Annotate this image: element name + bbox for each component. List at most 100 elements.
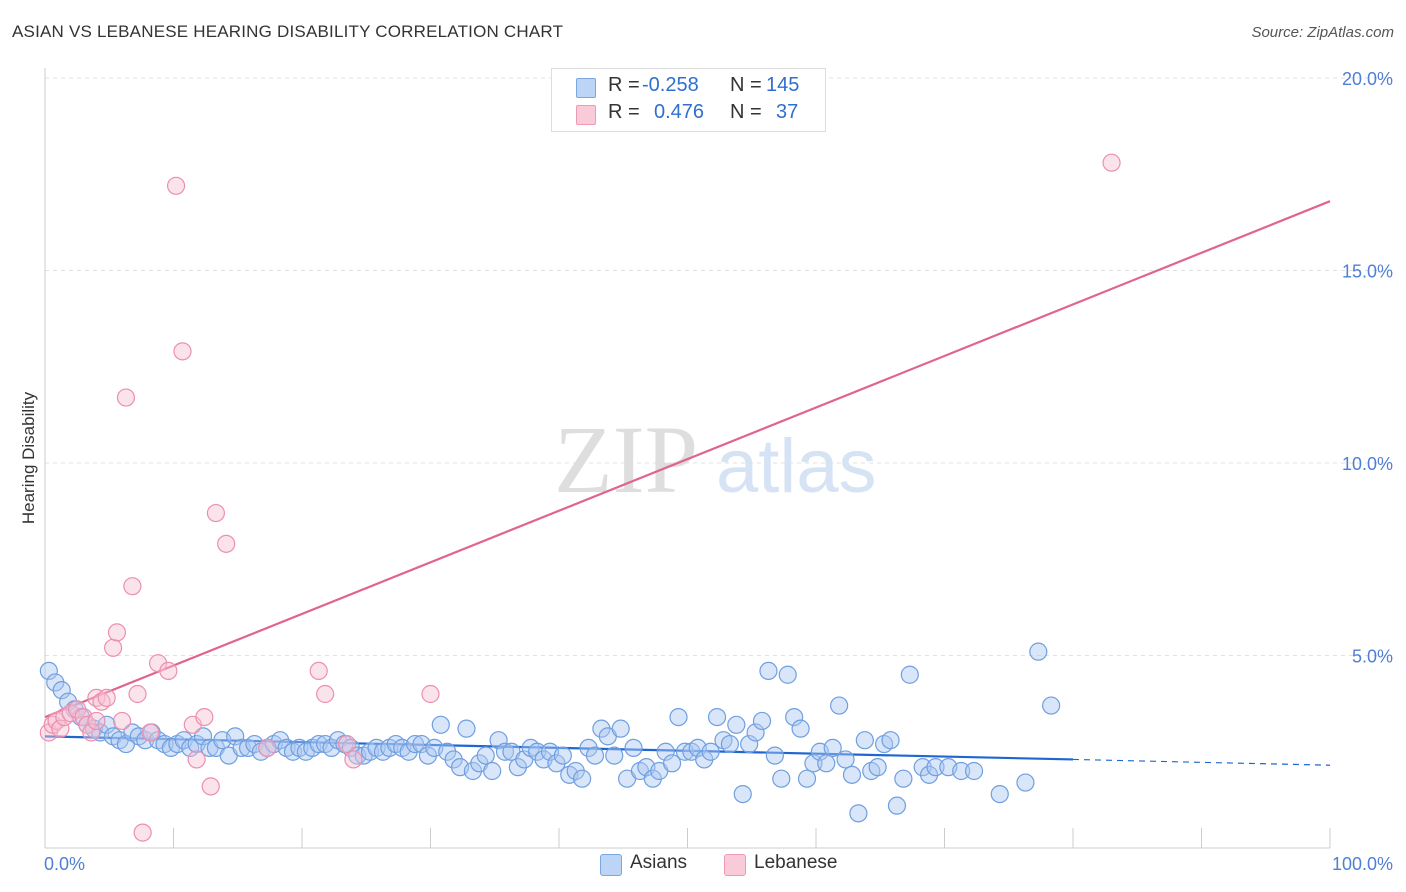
asian-point [881,731,900,750]
asian-point [964,761,984,781]
lebanese-point [133,823,152,842]
asian-point [765,746,784,765]
asian-point [791,719,810,738]
asian-point [483,761,502,781]
correlation-legend: R = -0.258 N = 145 R = 0.476 N = 37 [551,68,826,132]
asian-point [778,665,797,684]
asian-point [772,769,791,788]
y-axis-label: Hearing Disability [19,391,38,524]
asian-point [457,719,476,738]
asian-point [727,715,746,734]
asian-point [656,742,675,761]
lebanese-trend-line [44,200,1331,719]
lebanese-legend-swatch [724,854,746,876]
lebanese-legend-label: Lebanese [754,852,838,873]
source-credit: Source: ZipAtlas.com [1251,24,1394,41]
legend-r-label: R = [608,74,640,96]
asian-legend-label: Asians [630,852,688,873]
asian-point [431,715,450,734]
asian-point [701,742,720,761]
asian-point [823,738,842,758]
x-tick-label-min: 0.0% [44,854,85,874]
asian-point [405,734,425,754]
lebanese-point [141,723,160,742]
lebanese-point [1102,153,1121,172]
asian-point [746,723,765,742]
asian-point [740,734,759,754]
lebanese-point [421,684,440,704]
asian-point [489,731,508,750]
watermark-zip: ZIP [554,406,698,513]
chart-title: ASIAN VS LEBANESE HEARING DISABILITY COR… [12,22,564,41]
lebanese-point [316,684,335,704]
asian-point [52,681,71,700]
axes [44,68,1331,849]
legend-r-value: -0.258 [642,74,699,96]
asian-point [611,719,630,738]
asian-legend-swatch [600,854,622,876]
legend-n-value: 145 [766,74,800,96]
asian-point [624,738,643,758]
asian-point [662,754,682,773]
lebanese-point [104,638,123,657]
legend-n-label: N = [730,74,762,96]
asian-point [585,746,605,765]
y-tick-label: 5.0% [1352,647,1393,667]
asian-point [868,758,887,777]
asian-point [193,727,213,746]
watermark-atlas: atlas [716,424,877,509]
asian-trend-extension [1072,758,1331,766]
lebanese-points [39,153,1121,842]
legend-r-label: R = [608,101,640,123]
asian-point [39,661,58,681]
legend-n-label: N = [730,101,762,123]
asian-point [900,665,919,684]
asian-point [720,734,740,754]
asian-point [926,758,945,777]
y-tick-label: 15.0% [1342,262,1393,282]
watermark: ZIP atlas [554,406,877,513]
asian-point [830,696,849,715]
asian-point [1016,773,1035,792]
asian-point [887,796,907,815]
asian-point [605,746,624,765]
lebanese-point [123,577,142,596]
lebanese-point [148,654,168,673]
asian-point [752,711,772,731]
asian-point [804,754,823,773]
x-tick-label-max: 100.0% [1332,854,1393,874]
lebanese-point [258,738,277,758]
asian-point [952,761,971,781]
asian-swatch [576,78,596,98]
lebanese-point [112,711,132,731]
lebanese-point [337,734,357,754]
asian-point [894,769,913,788]
axis-labels: 5.0% 10.0% 15.0% 20.0% 0.0% 100.0% Hearing Dis… [19,69,1393,874]
lebanese-point [166,176,186,195]
asian-point [476,746,495,765]
lebanese-point [97,688,116,707]
y-tick-label: 10.0% [1342,454,1393,474]
asian-point [785,707,804,727]
lebanese-point [128,684,147,704]
asian-point [495,742,515,761]
lebanese-swatch [576,105,596,125]
asian-point [855,731,874,750]
lebanese-point [187,750,206,769]
lebanese-point [309,661,328,681]
asian-point [797,769,817,788]
lebanese-point [201,777,220,796]
asian-point [226,727,245,746]
lebanese-point [107,623,127,642]
lebanese-point [217,534,236,553]
asian-points [39,642,1061,823]
asian-point [1042,696,1061,715]
asian-point [553,746,572,765]
asian-point [1029,642,1048,661]
asian-point [669,707,688,727]
asian-point [842,765,862,784]
lebanese-point [173,342,192,361]
asian-point [97,715,116,734]
lebanese-point [159,661,178,681]
